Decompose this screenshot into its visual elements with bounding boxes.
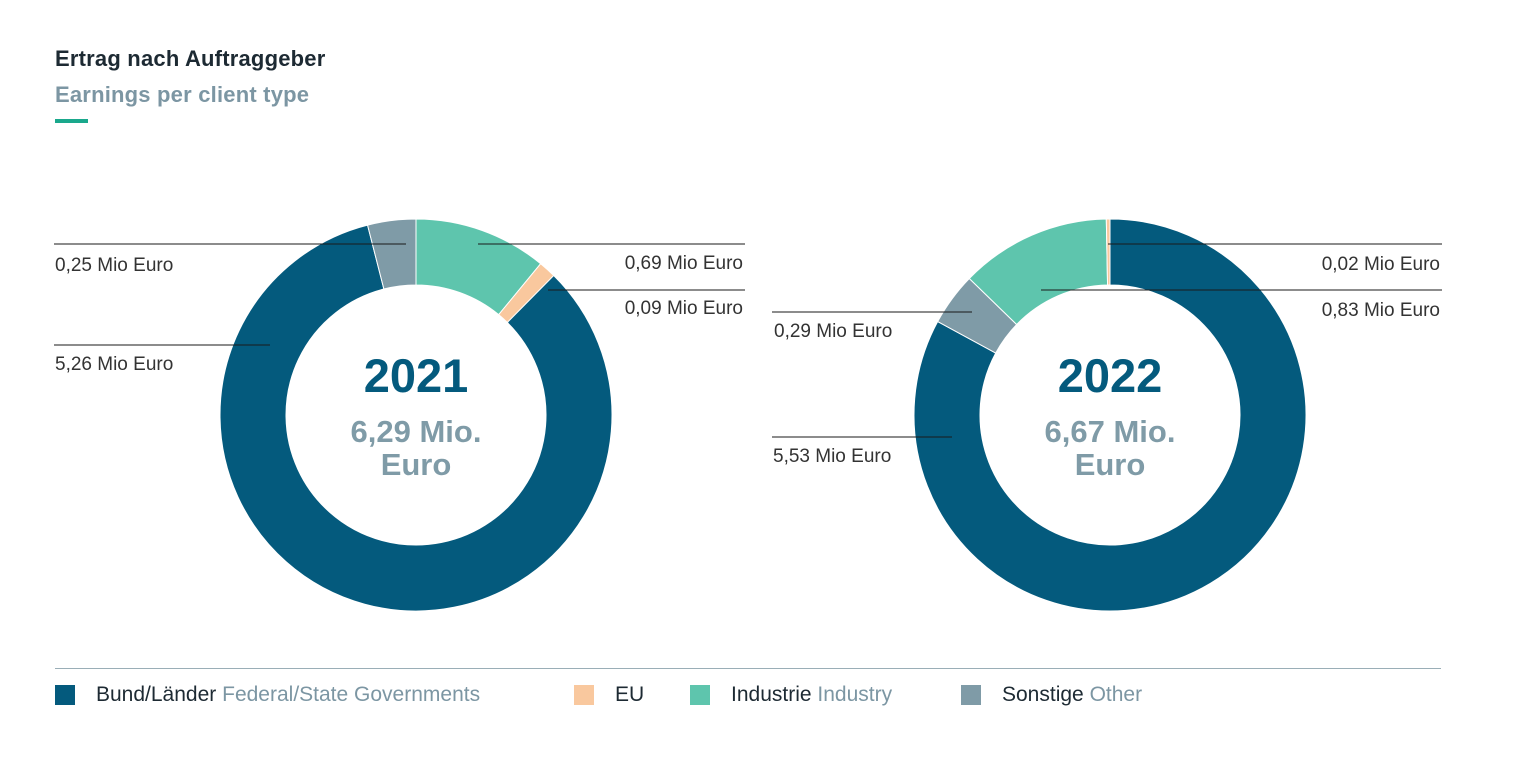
- legend-item-eu: EU: [574, 683, 644, 707]
- donut-slice-bund-laender: [913, 218, 1307, 612]
- value-label-bund-laender: 5,26 Mio Euro: [55, 354, 173, 375]
- legend-swatch-sonstige: [961, 685, 981, 705]
- value-label-eu: 0,09 Mio Euro: [625, 298, 743, 319]
- legend-swatch-bund-laender: [55, 685, 75, 705]
- center-year: 2022: [1058, 349, 1163, 402]
- legend-swatch-eu: [574, 685, 594, 705]
- legend-item-sonstige: Sonstige Other: [961, 683, 1142, 707]
- value-label-bund-laender: 5,53 Mio Euro: [773, 446, 891, 467]
- accent-rule: [55, 119, 88, 123]
- legend-divider: [55, 668, 1441, 669]
- center-year: 2021: [364, 349, 469, 402]
- donut-chart-2022: 5,53 Mio Euro 0,02 Mio Euro 0,83 Mio Euro 0…: [772, 218, 1442, 612]
- legend-label-bund-laender: Bund/Länder Federal/State Governments: [96, 683, 481, 706]
- value-label-sonstige: 0,29 Mio Euro: [774, 321, 892, 342]
- chart-title: Ertrag nach Auftraggeber: [55, 46, 326, 71]
- donut-slice-sonstige: [366, 218, 417, 290]
- legend-item-industrie: Industrie Industry: [690, 683, 892, 707]
- value-label-sonstige: 0,25 Mio Euro: [55, 255, 173, 276]
- legend-swatch-industrie: [690, 685, 710, 705]
- center-total-amount: 6,29 Mio.: [351, 414, 482, 449]
- donut-chart-2021: 5,26 Mio Euro 0,09 Mio Euro 0,69 Mio Euro 0…: [54, 218, 745, 612]
- center-total-unit: Euro: [1075, 447, 1146, 482]
- legend-label-eu: EU: [615, 683, 645, 706]
- center-total-amount: 6,67 Mio.: [1045, 414, 1176, 449]
- donut-slice-bund-laender: [219, 224, 613, 612]
- value-label-industrie: 0,83 Mio Euro: [1322, 300, 1440, 321]
- legend-label-industrie: Industrie Industry: [731, 683, 893, 706]
- center-total-unit: Euro: [381, 447, 452, 482]
- chart-subtitle: Earnings per client type: [55, 82, 310, 107]
- legend-item-bund-laender: Bund/Länder Federal/State Governments: [55, 683, 480, 707]
- donut-slice-eu: [1105, 218, 1111, 286]
- value-label-industrie: 0,69 Mio Euro: [625, 253, 743, 274]
- value-label-eu: 0,02 Mio Euro: [1322, 254, 1440, 275]
- legend-label-sonstige: Sonstige Other: [1002, 683, 1143, 706]
